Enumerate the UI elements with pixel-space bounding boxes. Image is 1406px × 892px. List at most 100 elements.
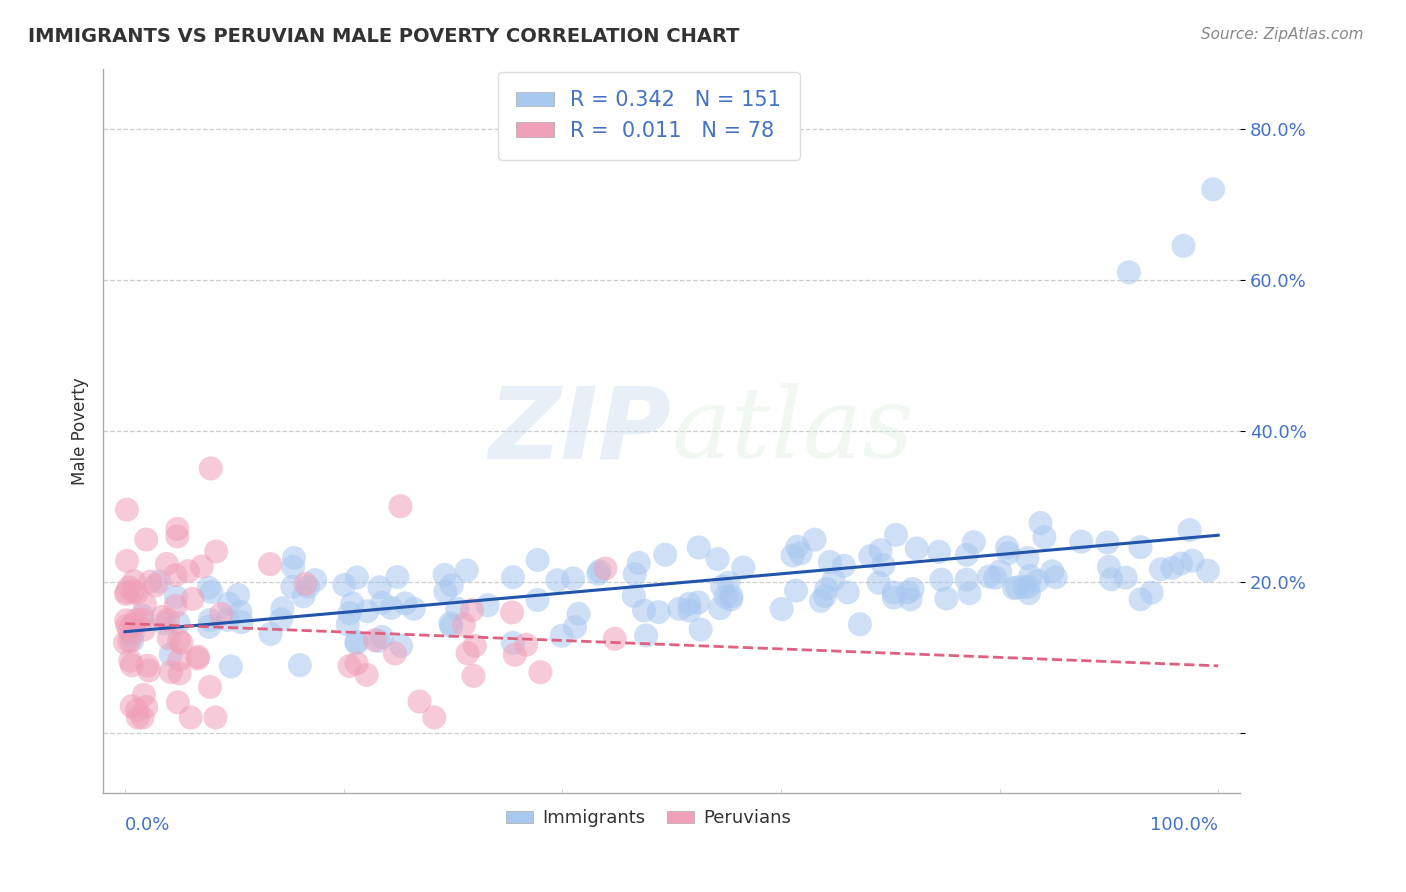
- Point: [156, 613, 179, 627]
- Point: [1173, 239, 1195, 253]
- Point: [709, 601, 731, 615]
- Point: [928, 545, 950, 559]
- Point: [1019, 569, 1042, 583]
- Point: [1005, 580, 1028, 594]
- Point: [125, 586, 148, 600]
- Point: [872, 558, 894, 573]
- Point: [204, 710, 226, 724]
- Point: [394, 596, 416, 610]
- Point: [900, 592, 922, 607]
- Point: [502, 636, 524, 650]
- Point: [139, 574, 162, 589]
- Point: [706, 552, 728, 566]
- Point: [115, 554, 138, 568]
- Point: [1140, 585, 1163, 599]
- Point: [371, 630, 394, 644]
- Point: [720, 592, 742, 607]
- Point: [118, 634, 141, 648]
- Point: [135, 700, 157, 714]
- Point: [402, 601, 425, 615]
- Point: [160, 665, 183, 679]
- Point: [440, 619, 463, 633]
- Point: [259, 627, 281, 641]
- Point: [849, 617, 872, 632]
- Text: atlas: atlas: [672, 383, 914, 478]
- Point: [165, 590, 187, 604]
- Point: [562, 571, 585, 585]
- Point: [837, 585, 859, 599]
- Point: [346, 570, 368, 584]
- Point: [869, 543, 891, 558]
- Point: [170, 636, 193, 650]
- Point: [995, 541, 1018, 555]
- Point: [633, 603, 655, 617]
- Point: [166, 695, 188, 709]
- Point: [1002, 581, 1025, 595]
- Point: [883, 591, 905, 605]
- Point: [883, 585, 905, 599]
- Point: [977, 569, 1000, 583]
- Point: [138, 664, 160, 678]
- Point: [1018, 580, 1040, 594]
- Point: [118, 581, 141, 595]
- Point: [803, 533, 825, 547]
- Point: [200, 585, 222, 599]
- Point: [115, 502, 138, 516]
- Point: [150, 610, 173, 624]
- Point: [526, 553, 548, 567]
- Point: [132, 688, 155, 702]
- Point: [810, 594, 832, 608]
- Point: [689, 623, 711, 637]
- Point: [668, 602, 690, 616]
- Point: [218, 597, 240, 611]
- Point: [868, 575, 890, 590]
- Point: [156, 557, 179, 571]
- Point: [229, 605, 252, 619]
- Point: [364, 633, 387, 648]
- Point: [121, 658, 143, 673]
- Point: [131, 612, 153, 626]
- Point: [387, 570, 409, 584]
- Point: [461, 603, 484, 617]
- Point: [166, 529, 188, 543]
- Point: [997, 546, 1019, 560]
- Point: [167, 633, 190, 648]
- Point: [187, 649, 209, 664]
- Point: [200, 461, 222, 475]
- Point: [148, 574, 170, 589]
- Point: [127, 710, 149, 724]
- Point: [159, 648, 181, 662]
- Point: [733, 560, 755, 574]
- Point: [1018, 586, 1040, 600]
- Point: [884, 528, 907, 542]
- Point: [115, 613, 138, 627]
- Point: [814, 589, 837, 603]
- Point: [456, 564, 478, 578]
- Point: [1099, 572, 1122, 586]
- Point: [191, 559, 214, 574]
- Point: [1129, 592, 1152, 607]
- Point: [503, 648, 526, 662]
- Y-axis label: Male Poverty: Male Poverty: [72, 377, 89, 484]
- Point: [789, 546, 811, 560]
- Point: [231, 615, 253, 630]
- Point: [529, 665, 551, 680]
- Point: [595, 561, 617, 575]
- Point: [281, 580, 304, 594]
- Point: [344, 635, 367, 649]
- Point: [167, 615, 190, 630]
- Point: [464, 639, 486, 653]
- Point: [453, 617, 475, 632]
- Point: [125, 613, 148, 627]
- Text: Source: ZipAtlas.com: Source: ZipAtlas.com: [1201, 27, 1364, 42]
- Point: [439, 616, 461, 631]
- Point: [1012, 580, 1035, 594]
- Point: [125, 703, 148, 717]
- Point: [297, 580, 319, 594]
- Point: [292, 589, 315, 603]
- Point: [627, 556, 650, 570]
- Point: [165, 568, 187, 582]
- Point: [654, 548, 676, 562]
- Point: [270, 612, 292, 626]
- Point: [963, 535, 986, 549]
